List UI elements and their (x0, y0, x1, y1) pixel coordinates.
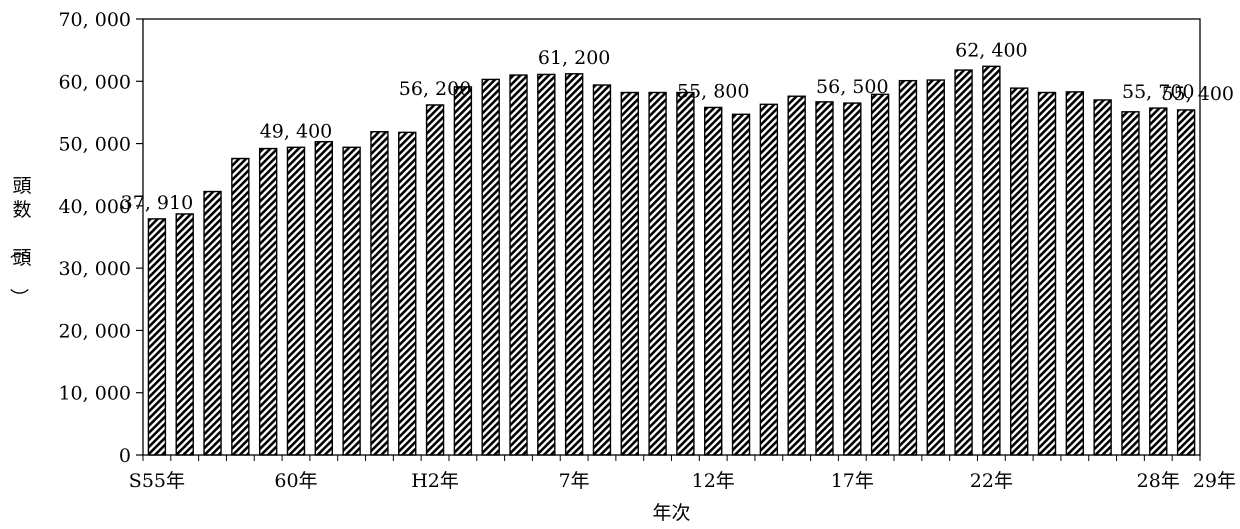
y-tick-label: 20, 000 (58, 320, 131, 342)
bar (898, 79, 918, 456)
x-tick-label: 60年 (274, 470, 317, 492)
data-label: 37, 910 (121, 192, 194, 214)
x-tick-label: 22年 (970, 470, 1013, 492)
y-tick-label: 0 (119, 445, 131, 467)
bar (592, 84, 612, 456)
plot-frame (142, 18, 1201, 456)
y-tick-label: 50, 000 (58, 134, 131, 156)
bar (203, 190, 222, 456)
y-tick-label: 70, 000 (58, 9, 131, 31)
data-labels: 37, 910 49, 400 56, 200 61, 200 55, 800 56, 5… (121, 39, 1234, 214)
bar (370, 131, 389, 456)
bar (676, 91, 695, 456)
bar (286, 146, 306, 456)
bar (453, 86, 473, 456)
y-tick-label: 10, 000 (58, 383, 131, 405)
data-label: 62, 400 (955, 39, 1028, 61)
bar (1149, 107, 1168, 456)
bar (564, 73, 584, 456)
bar (648, 91, 667, 456)
y-tick-label: 40, 000 (58, 196, 131, 218)
y-axis-title-text: 頭数（頭） (7, 175, 31, 307)
x-tick-label: 12年 (692, 470, 735, 492)
data-label: 56, 200 (399, 78, 472, 100)
bar (759, 103, 779, 456)
bar (147, 218, 167, 456)
bar (509, 74, 528, 456)
bar (1009, 87, 1029, 456)
x-axis-title: 年次 (652, 502, 690, 524)
bar (481, 78, 500, 456)
x-tick-label: 29年 (1193, 470, 1236, 492)
bar (1065, 91, 1085, 456)
bar (982, 65, 1001, 456)
bar (537, 73, 556, 456)
data-label: 56, 500 (816, 76, 889, 98)
bar (787, 95, 806, 456)
bar (731, 113, 751, 456)
y-axis: 0 10, 000 20, 000 30, 000 40, 000 50, 000 60, … (58, 9, 143, 467)
y-axis-title: 頭数（頭） (7, 175, 31, 307)
bar (398, 131, 417, 456)
bar (620, 91, 639, 456)
x-tick-label: 7年 (559, 470, 590, 492)
bar (342, 146, 361, 456)
bar (870, 93, 890, 456)
bar (1093, 99, 1112, 456)
bar (1176, 109, 1196, 456)
bar (954, 69, 973, 456)
data-label: 55, 400 (1161, 83, 1234, 105)
data-label: 55, 700 (1122, 81, 1195, 103)
data-label: 61, 200 (538, 47, 611, 69)
bar (425, 104, 445, 456)
bar (175, 213, 194, 456)
x-tick-label: 17年 (831, 470, 874, 492)
bar (1121, 111, 1140, 456)
y-tick-label: 60, 000 (58, 71, 131, 93)
bars (147, 65, 1196, 456)
bar (314, 141, 334, 456)
x-tick-label: 28年 (1137, 470, 1180, 492)
y-tick-label: 30, 000 (58, 258, 131, 280)
bar (231, 157, 250, 456)
x-axis: S55年 60年 H2年 7年 12年 17年 22年 28年 29年 (129, 455, 1236, 492)
bar (926, 79, 945, 456)
bar (258, 147, 278, 456)
bar (704, 106, 723, 456)
x-tick-label: H2年 (411, 470, 459, 492)
bar (1037, 91, 1057, 456)
data-label: 55, 800 (677, 80, 750, 102)
bar (815, 101, 834, 456)
data-label: 49, 400 (260, 120, 333, 142)
x-tick-label: S55年 (129, 470, 185, 492)
bar (843, 102, 862, 456)
